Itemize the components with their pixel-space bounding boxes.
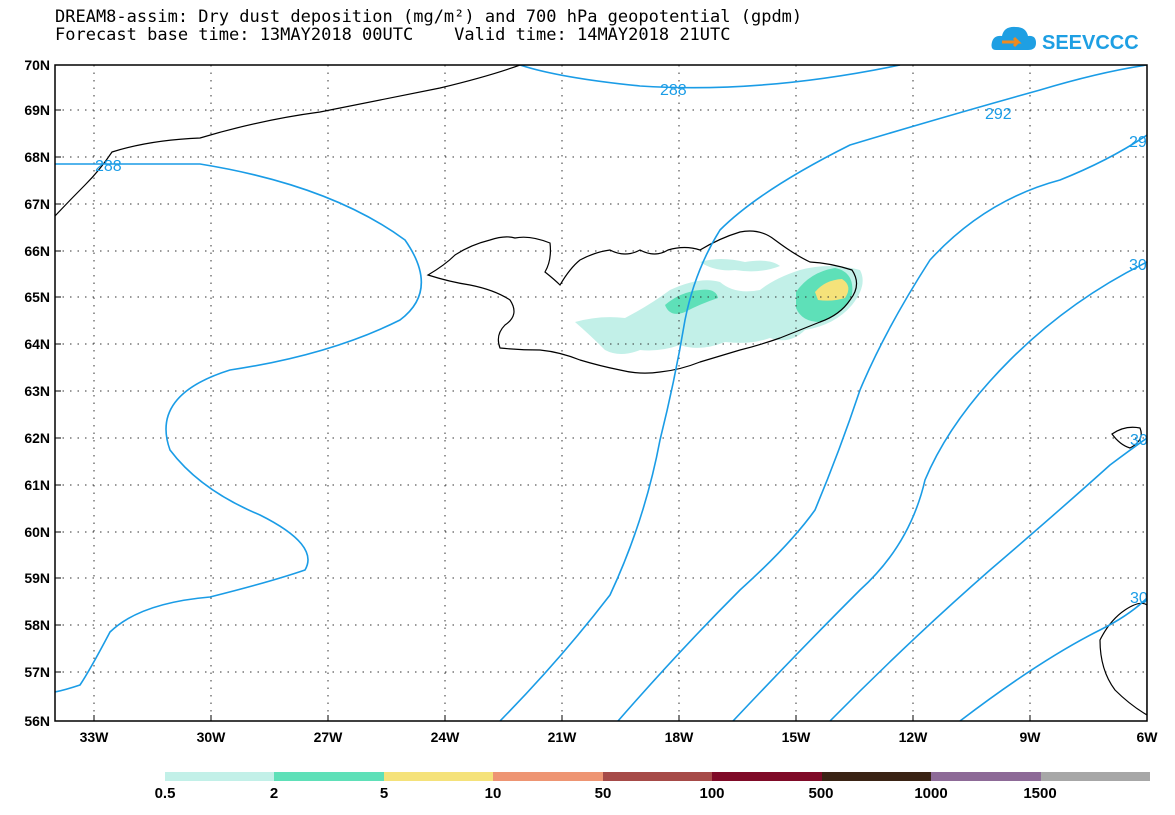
colorbar-segment <box>712 772 822 781</box>
map-subtitle: Forecast base time: 13MAY2018 00UTC Vali… <box>55 25 731 45</box>
colorbar-segment <box>931 772 1041 781</box>
colorbar-label: 500 <box>808 785 834 802</box>
svg-text:9W: 9W <box>1020 729 1042 745</box>
svg-text:27W: 27W <box>314 729 344 745</box>
colorbar-segment <box>602 772 713 781</box>
colorbar-label: 1500 <box>1023 785 1057 802</box>
colorbar-segment <box>821 772 932 781</box>
svg-text:292: 292 <box>985 106 1012 123</box>
svg-text:57N: 57N <box>24 664 50 680</box>
colorbar-label: 10 <box>484 785 502 802</box>
longitude-labels: 33W 30W 27W 24W 21W 18W 15W 12W 9W 6W <box>80 729 1159 745</box>
colorbar <box>165 772 1150 781</box>
greenland-coast <box>55 65 521 217</box>
svg-text:18W: 18W <box>665 729 695 745</box>
svg-text:65N: 65N <box>24 289 50 305</box>
svg-text:21W: 21W <box>548 729 578 745</box>
svg-text:29: 29 <box>1129 134 1147 151</box>
svg-text:56N: 56N <box>24 713 50 729</box>
colorbar-label: 100 <box>699 785 725 802</box>
svg-text:69N: 69N <box>24 102 50 118</box>
svg-text:SEEVCCC: SEEVCCC <box>1042 32 1139 54</box>
svg-text:30W: 30W <box>197 729 227 745</box>
svg-text:58N: 58N <box>24 617 50 633</box>
svg-text:64N: 64N <box>24 336 50 352</box>
colorbar-segment <box>383 772 494 781</box>
svg-text:62N: 62N <box>24 430 50 446</box>
colorbar-segment <box>493 772 603 781</box>
svg-text:66N: 66N <box>24 243 50 259</box>
graticule <box>55 65 1147 721</box>
contour-labels: 288 288 292 29 30 30 30 <box>95 82 1148 607</box>
colorbar-label: 1000 <box>914 785 948 802</box>
dust-deposition-shading <box>575 259 863 354</box>
map-frame <box>54 64 1148 722</box>
colorbar-label: 5 <box>379 785 389 802</box>
seevccc-logo: SEEVCCC <box>991 26 1139 54</box>
colorbar-segment <box>1040 772 1150 781</box>
svg-text:30: 30 <box>1130 590 1148 607</box>
iceland-coast <box>426 230 858 374</box>
svg-text:24W: 24W <box>431 729 461 745</box>
svg-text:63N: 63N <box>24 383 50 399</box>
colorbar-label: 0.5 <box>154 785 176 802</box>
svg-text:12W: 12W <box>899 729 929 745</box>
colorbar-segment <box>165 772 275 781</box>
svg-text:33W: 33W <box>80 729 110 745</box>
scotland-coast <box>1099 602 1147 716</box>
svg-text:6W: 6W <box>1137 729 1159 745</box>
svg-text:61N: 61N <box>24 477 50 493</box>
axis-ticks <box>55 64 1031 721</box>
svg-text:30: 30 <box>1130 432 1148 449</box>
svg-text:60N: 60N <box>24 524 50 540</box>
svg-text:59N: 59N <box>24 570 50 586</box>
svg-text:70N: 70N <box>24 57 50 73</box>
colorbar-label: 2 <box>269 785 279 802</box>
svg-text:15W: 15W <box>782 729 812 745</box>
map-title: DREAM8-assim: Dry dust deposition (mg/m²… <box>55 7 803 27</box>
svg-text:30: 30 <box>1129 257 1147 274</box>
coastlines <box>55 65 1147 716</box>
svg-text:67N: 67N <box>24 196 50 212</box>
svg-text:288: 288 <box>95 158 122 175</box>
svg-text:68N: 68N <box>24 149 50 165</box>
colorbar-segment <box>274 772 384 781</box>
colorbar-label: 50 <box>594 785 612 802</box>
svg-text:288: 288 <box>660 82 687 99</box>
geopotential-contours <box>55 65 1147 721</box>
latitude-labels: 70N 69N 68N 67N 66N 65N 64N 63N 62N 61N … <box>24 57 50 729</box>
faroe-coast <box>1111 426 1142 449</box>
